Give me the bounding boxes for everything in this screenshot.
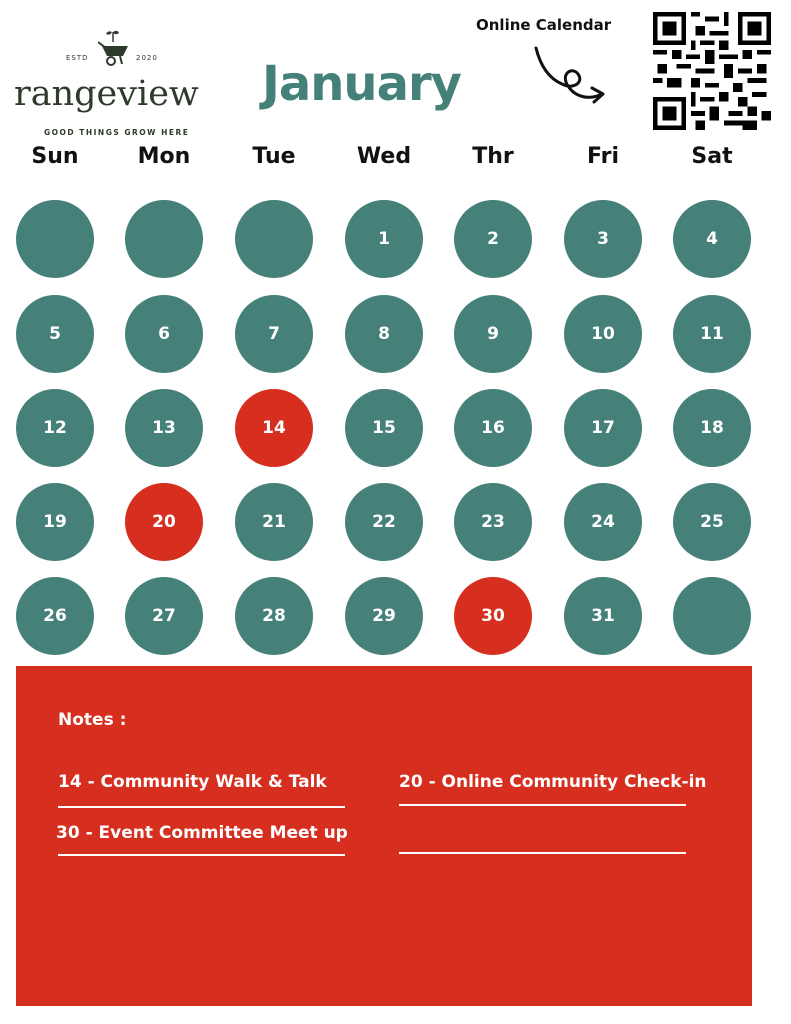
day-cell-8[interactable]: 8	[345, 295, 423, 373]
logo-estd-label: ESTD	[66, 54, 89, 62]
note-line	[399, 804, 686, 806]
day-cell-25[interactable]: 25	[673, 483, 751, 561]
day-cell-6[interactable]: 6	[125, 295, 203, 373]
logo-year-label: 2020	[136, 54, 158, 62]
empty-day-cell	[673, 577, 751, 655]
day-cell-19[interactable]: 19	[16, 483, 94, 561]
notes-title: Notes :	[58, 710, 127, 730]
weekday-header-4: Thr	[472, 144, 514, 169]
day-cell-4[interactable]: 4	[673, 200, 751, 278]
day-cell-21[interactable]: 21	[235, 483, 313, 561]
day-cell-30[interactable]: 30	[454, 577, 532, 655]
day-cell-14[interactable]: 14	[235, 389, 313, 467]
note-item-20: 20 - Online Community Check-in	[399, 772, 707, 792]
day-cell-11[interactable]: 11	[673, 295, 751, 373]
weekday-header-6: Sat	[691, 144, 733, 169]
note-line	[58, 806, 345, 808]
note-line	[399, 852, 686, 854]
day-cell-31[interactable]: 31	[564, 577, 642, 655]
empty-day-cell	[235, 200, 313, 278]
rangeview-logo: ESTD 2020 rangeview GOOD THINGS GROW HER…	[14, 26, 214, 146]
day-cell-5[interactable]: 5	[16, 295, 94, 373]
empty-day-cell	[16, 200, 94, 278]
empty-day-cell	[125, 200, 203, 278]
day-cell-22[interactable]: 22	[345, 483, 423, 561]
day-cell-3[interactable]: 3	[564, 200, 642, 278]
day-cell-18[interactable]: 18	[673, 389, 751, 467]
day-cell-16[interactable]: 16	[454, 389, 532, 467]
day-cell-29[interactable]: 29	[345, 577, 423, 655]
day-cell-13[interactable]: 13	[125, 389, 203, 467]
weekday-header-3: Wed	[356, 144, 412, 169]
weekday-header-1: Mon	[137, 144, 191, 169]
day-cell-9[interactable]: 9	[454, 295, 532, 373]
month-title: January	[262, 56, 462, 112]
day-cell-10[interactable]: 10	[564, 295, 642, 373]
weekday-header-2: Tue	[252, 144, 296, 169]
online-calendar-label: Online Calendar	[476, 16, 612, 34]
note-line	[58, 854, 345, 856]
day-cell-15[interactable]: 15	[345, 389, 423, 467]
day-cell-28[interactable]: 28	[235, 577, 313, 655]
day-cell-20[interactable]: 20	[125, 483, 203, 561]
day-cell-2[interactable]: 2	[454, 200, 532, 278]
note-item-14: 14 - Community Walk & Talk	[58, 772, 327, 792]
day-cell-1[interactable]: 1	[345, 200, 423, 278]
weekday-header-0: Sun	[31, 144, 79, 169]
day-cell-24[interactable]: 24	[564, 483, 642, 561]
wheelbarrow-icon	[98, 30, 128, 66]
day-cell-7[interactable]: 7	[235, 295, 313, 373]
brand-tagline: GOOD THINGS GROW HERE	[44, 128, 190, 137]
brand-name: rangeview	[14, 74, 199, 114]
qr-code-icon[interactable]	[653, 12, 771, 130]
day-cell-17[interactable]: 17	[564, 389, 642, 467]
weekday-header-5: Fri	[586, 144, 619, 169]
day-cell-23[interactable]: 23	[454, 483, 532, 561]
curly-arrow-icon	[534, 46, 605, 104]
notes-panel: Notes : 14 - Community Walk & Talk 20 - …	[16, 666, 752, 1006]
day-cell-26[interactable]: 26	[16, 577, 94, 655]
day-cell-12[interactable]: 12	[16, 389, 94, 467]
note-item-30: 30 - Event Committee Meet up	[56, 823, 348, 843]
day-cell-27[interactable]: 27	[125, 577, 203, 655]
